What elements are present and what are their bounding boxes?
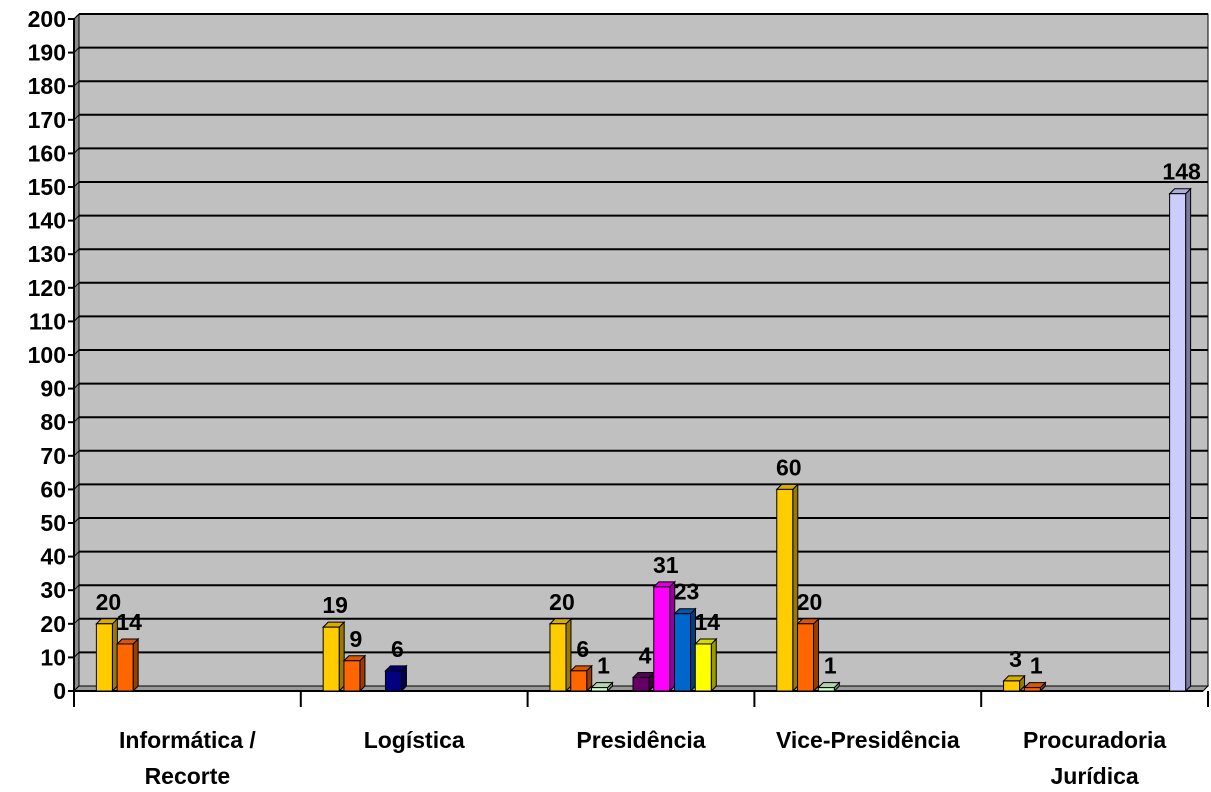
category-label: Informática / bbox=[119, 727, 256, 753]
bar-side bbox=[359, 654, 366, 693]
bar-side bbox=[1185, 187, 1192, 693]
bar-side bbox=[338, 620, 345, 693]
data-label: 6 bbox=[391, 636, 404, 662]
data-label: 6 bbox=[576, 636, 589, 662]
bars bbox=[95, 187, 1192, 693]
data-label: 23 bbox=[674, 579, 700, 605]
bar bbox=[674, 613, 692, 692]
y-tick-label: 50 bbox=[40, 510, 66, 536]
bar bbox=[590, 687, 608, 692]
bar bbox=[776, 488, 794, 692]
y-tick-label: 190 bbox=[28, 40, 66, 66]
y-tick-label: 140 bbox=[28, 208, 66, 234]
y-tick-label: 160 bbox=[28, 140, 66, 166]
bar bbox=[1023, 687, 1041, 692]
y-tick-label: 110 bbox=[29, 308, 66, 334]
data-label: 3 bbox=[1009, 646, 1022, 672]
y-tick-label: 30 bbox=[40, 577, 66, 603]
bar-side bbox=[710, 637, 717, 693]
data-label: 14 bbox=[694, 609, 720, 635]
data-label: 14 bbox=[116, 609, 142, 635]
y-tick-label: 180 bbox=[28, 73, 66, 99]
category-label: Procuradoria bbox=[1023, 727, 1166, 753]
data-label: 1 bbox=[824, 653, 837, 679]
category-label: Logística bbox=[364, 727, 465, 753]
category-labels: Informática / Recorte Logística Presidência… bbox=[119, 727, 1166, 789]
bar bbox=[384, 670, 402, 692]
data-label: 1 bbox=[1030, 653, 1043, 679]
data-label: 1 bbox=[597, 653, 610, 679]
bar bbox=[1003, 680, 1021, 692]
bar bbox=[95, 623, 113, 692]
tick-labels: 0 10 20 30 40 50 60 70 80 90 100 110 120 130 140 150 160… bbox=[28, 6, 66, 704]
y-tick-label: 120 bbox=[28, 275, 66, 301]
data-label: 148 bbox=[1162, 159, 1201, 185]
y-tick-label: 80 bbox=[40, 409, 66, 435]
data-label: 20 bbox=[797, 589, 823, 615]
gridlines bbox=[73, 13, 1208, 658]
bar bbox=[570, 670, 588, 692]
y-tick-label: 0 bbox=[53, 678, 66, 704]
bar bbox=[116, 643, 134, 692]
bar bbox=[797, 623, 815, 692]
bar bbox=[632, 677, 650, 692]
data-label: 20 bbox=[549, 589, 575, 615]
y-tick-label: 170 bbox=[28, 107, 66, 133]
y-tick-label: 90 bbox=[40, 376, 66, 402]
data-label: 19 bbox=[322, 592, 348, 618]
data-label: 4 bbox=[639, 643, 652, 669]
bar bbox=[694, 643, 712, 692]
data-label: 20 bbox=[96, 589, 122, 615]
bar-side bbox=[565, 617, 572, 693]
y-tick-label: 10 bbox=[40, 644, 66, 670]
bar-side bbox=[813, 617, 820, 693]
y-tick-label: 40 bbox=[40, 544, 66, 570]
bar bbox=[549, 623, 567, 692]
y-tick-label: 100 bbox=[28, 342, 66, 368]
y-tick-label: 150 bbox=[28, 174, 66, 200]
bar bbox=[653, 586, 671, 692]
bar bbox=[322, 626, 340, 692]
y-tick-label: 130 bbox=[28, 241, 66, 267]
data-label: 9 bbox=[350, 626, 363, 652]
category-label: Presidência bbox=[576, 727, 705, 753]
y-tick-label: 200 bbox=[28, 6, 66, 32]
bar bbox=[817, 687, 835, 692]
y-tick-label: 70 bbox=[40, 443, 66, 469]
y-tick-label: 20 bbox=[40, 611, 66, 637]
bar-side bbox=[132, 637, 139, 693]
bar bbox=[1169, 193, 1187, 692]
gridline-side bbox=[73, 13, 80, 20]
data-label: 31 bbox=[653, 552, 679, 578]
bar bbox=[343, 660, 361, 692]
data-label: 60 bbox=[776, 454, 802, 480]
y-tick-label: 60 bbox=[40, 476, 66, 502]
category-label: Recorte bbox=[145, 763, 231, 789]
category-label: Jurídica bbox=[1050, 763, 1138, 789]
category-label: Vice-Presidência bbox=[776, 727, 960, 753]
bar-side bbox=[792, 483, 799, 693]
